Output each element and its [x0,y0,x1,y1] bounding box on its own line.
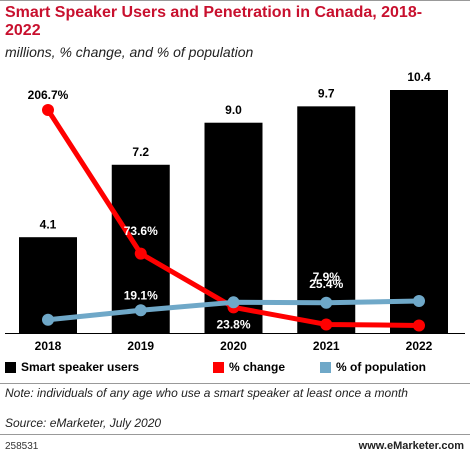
x-tick-label: 2021 [313,339,340,353]
x-tick-label: 2018 [35,339,62,353]
data-label: 7.0% [405,270,433,284]
data-label: 7.2 [132,145,149,159]
point [42,104,54,116]
data-label: 19.1% [124,288,158,302]
data-label: 26.9% [402,275,436,289]
data-label: 9.0 [225,103,242,117]
point [227,296,240,309]
brand: www.eMarketer.com [358,440,464,452]
data-label: 7.9% [313,270,341,284]
x-tick-label: 2020 [220,339,247,353]
legend-swatch [320,362,331,373]
bar [390,90,448,333]
note: Note: individuals of any age who use a s… [5,386,408,400]
data-label: 23.8% [216,317,250,331]
point [413,295,425,307]
legend-label: Smart speaker users [21,360,139,374]
legend-swatch [5,362,16,373]
point [42,313,54,326]
source: Source: eMarketer, July 2020 [5,416,162,430]
data-label: 9.7 [318,87,335,101]
chart-id: 258531 [5,441,39,452]
point [134,247,147,260]
legend-label: % of population [336,360,426,374]
legend-label: % change [229,360,285,374]
data-label: 10.4 [407,70,431,84]
data-label: 25.8% [216,275,250,289]
data-label: 206.7% [28,88,69,102]
data-label: 25.4% [309,277,343,291]
legend-swatch [213,362,224,373]
data-label: 4.1 [40,217,57,231]
point [320,296,333,309]
data-label: 11.1% [31,293,65,307]
data-label: 73.6% [124,224,158,238]
point [320,318,333,331]
chart-subtitle: millions, % change, and % of population [5,44,254,60]
point [413,319,425,332]
x-tick-label: 2022 [406,339,433,353]
x-tick-label: 2019 [127,339,154,353]
bar [297,106,356,333]
point [134,304,147,317]
chart-title: Smart Speaker Users and Penetration in C… [5,4,423,39]
